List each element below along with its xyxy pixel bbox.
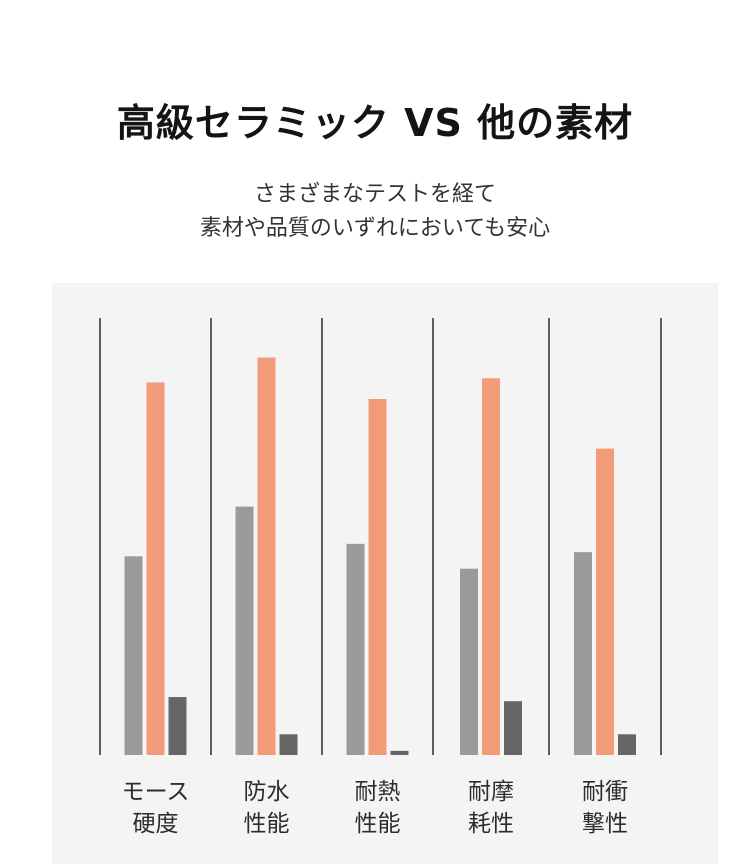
category-label-2-line-1: 性能 <box>355 811 401 837</box>
subtitle-line-2: 素材や品質のいずれにおいても安心 <box>199 216 551 241</box>
bar-4-series-2 <box>618 734 636 755</box>
bar-3-series-1 <box>482 378 500 755</box>
bar-2-series-1 <box>368 398 387 755</box>
category-label-4-line-0: 耐衝 <box>582 779 628 805</box>
bar-3-series-0 <box>460 568 478 755</box>
page-title: 高級セラミック VS 他の素材 <box>116 101 634 145</box>
subtitle-line-1: さまざまなテストを経て <box>253 182 496 207</box>
bar-4-series-0 <box>574 552 592 755</box>
bar-2-series-2 <box>390 750 409 755</box>
bar-3-series-2 <box>504 701 522 755</box>
category-label-4-line-1: 撃性 <box>582 811 628 837</box>
bar-0-series-0 <box>124 556 143 755</box>
category-label-1-line-0: 防水 <box>244 779 290 805</box>
category-label-3-line-0: 耐摩 <box>468 779 514 805</box>
bar-4-series-1 <box>596 448 614 755</box>
category-label-3-line-1: 耗性 <box>468 811 514 837</box>
bar-2-series-0 <box>346 543 365 755</box>
bar-1-series-2 <box>279 734 298 755</box>
category-label-0-line-0: モース <box>122 779 190 805</box>
bar-1-series-1 <box>257 357 276 755</box>
category-label-0-line-1: 硬度 <box>133 811 179 837</box>
bar-0-series-2 <box>168 697 187 755</box>
bar-1-series-0 <box>235 506 254 755</box>
category-label-1-line-1: 性能 <box>244 811 290 837</box>
bar-0-series-1 <box>146 382 165 755</box>
category-label-2-line-0: 耐熱 <box>355 779 401 805</box>
chart-panel: モース硬度 防水性能 耐熱性能 耐摩耗性 耐衝撃性 <box>52 283 718 864</box>
